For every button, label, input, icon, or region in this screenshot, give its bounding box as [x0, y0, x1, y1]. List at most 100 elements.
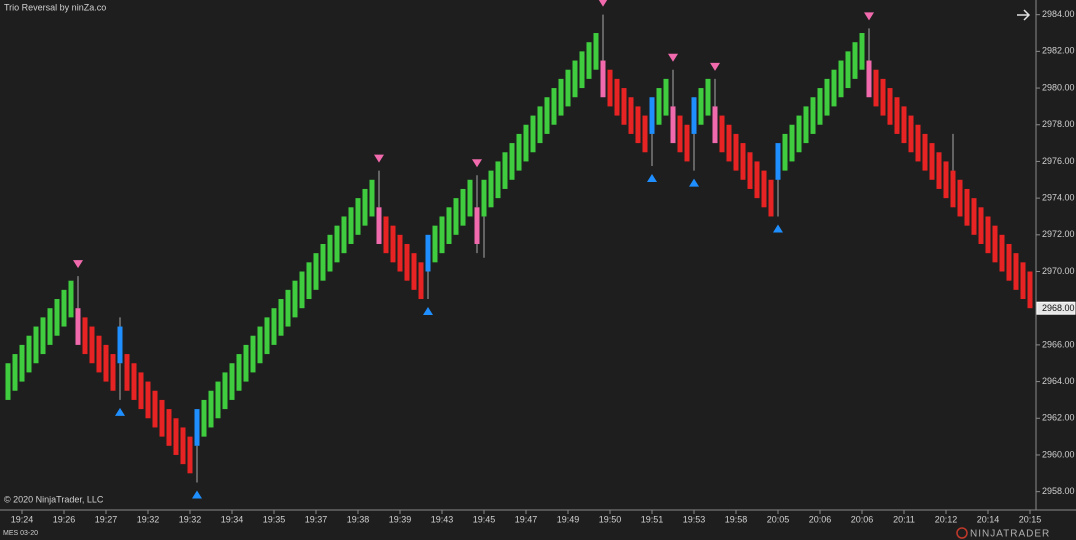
candle-body: [341, 216, 347, 254]
candle-body: [698, 88, 704, 125]
signal-marker: [864, 12, 874, 21]
x-tick-label: 20:14: [977, 514, 1000, 524]
x-tick-label: 20:15: [1019, 514, 1042, 524]
candle-body: [719, 115, 725, 153]
signal-marker: [647, 174, 657, 183]
x-tick-label: 19:53: [683, 514, 706, 524]
candle-body: [516, 133, 522, 171]
navigate-icon[interactable]: [1017, 9, 1031, 21]
candle-body: [663, 78, 669, 116]
candle-body: [201, 399, 207, 437]
candle-body: [96, 335, 102, 373]
candle-body: [404, 243, 410, 281]
x-tick-label: 20:12: [935, 514, 958, 524]
x-tick-label: 19:39: [389, 514, 412, 524]
candle-body: [873, 69, 879, 107]
y-tick-label: 2972.00: [1042, 229, 1075, 239]
candle-body: [229, 363, 235, 400]
y-tick-label: 2982.00: [1042, 46, 1075, 56]
candle-body: [68, 280, 74, 318]
candle-body: [684, 124, 690, 162]
candle-body: [173, 418, 179, 455]
candle-body: [250, 335, 256, 373]
candle-body: [397, 234, 403, 272]
candle-body: [166, 409, 172, 446]
x-tick-label: 20:05: [767, 514, 790, 524]
candle-body: [5, 363, 11, 400]
candle-body: [103, 344, 109, 382]
x-tick-label: 19:24: [11, 514, 34, 524]
candle-body: [159, 399, 165, 437]
signal-marker: [472, 159, 482, 168]
candle-body: [999, 234, 1005, 272]
candle-body: [1020, 262, 1026, 300]
candle-body: [502, 152, 508, 189]
candle-body: [145, 381, 151, 419]
candle-body: [901, 106, 907, 144]
instrument: MES 03-20: [3, 530, 38, 537]
candle-body: [586, 42, 592, 79]
candle-body: [607, 69, 613, 107]
candle-body: [845, 51, 851, 89]
candle-body: [1006, 243, 1012, 281]
candle-body: [628, 97, 634, 134]
candle-body: [565, 69, 571, 107]
candle-body: [572, 60, 578, 98]
y-tick-label: 2964.00: [1042, 376, 1075, 386]
candle-body: [929, 143, 935, 180]
last-price-label: 2968.00: [1042, 303, 1075, 313]
last-price-box: [1036, 301, 1076, 315]
candle-body: [488, 170, 494, 208]
signal-marker: [423, 307, 433, 316]
candle-body: [180, 427, 186, 465]
x-tick-label: 19:43: [431, 514, 454, 524]
candle-body: [649, 97, 655, 134]
candle-body: [75, 308, 81, 345]
candle-body: [194, 409, 200, 446]
candle-body: [278, 299, 284, 336]
candle-body: [257, 326, 263, 364]
y-tick-label: 2976.00: [1042, 156, 1075, 166]
x-tick-label: 19:50: [599, 514, 622, 524]
candle-body: [656, 88, 662, 125]
candle-body: [859, 33, 865, 70]
x-tick-label: 19:32: [137, 514, 160, 524]
y-tick-label: 2962.00: [1042, 413, 1075, 423]
candle-body: [89, 326, 95, 364]
candle-body: [537, 106, 543, 144]
signal-marker: [192, 490, 202, 499]
candle-body: [691, 97, 697, 134]
candle-body: [838, 60, 844, 98]
candle-body: [348, 207, 354, 244]
candle-body: [880, 78, 886, 116]
candle-body: [236, 354, 242, 391]
y-tick-label: 2984.00: [1042, 9, 1075, 19]
x-tick-label: 20:11: [893, 514, 915, 524]
candle-body: [481, 179, 487, 217]
candle-body: [215, 381, 221, 419]
candle-body: [292, 280, 298, 318]
x-tick-label: 19:38: [347, 514, 370, 524]
candle-body: [509, 143, 515, 180]
candle-body: [614, 78, 620, 116]
y-tick-label: 2980.00: [1042, 82, 1075, 92]
candle-body: [362, 188, 368, 226]
candle-body: [124, 354, 130, 391]
signal-marker: [710, 62, 720, 71]
candle-body: [411, 253, 417, 290]
candle-body: [467, 179, 473, 217]
x-tick-label: 19:47: [515, 514, 538, 524]
candle-body: [957, 179, 963, 217]
signal-marker: [598, 0, 608, 7]
signal-marker: [374, 154, 384, 163]
candle-body: [789, 124, 795, 162]
x-tick-label: 20:06: [809, 514, 832, 524]
candle-body: [747, 152, 753, 189]
x-tick-label: 19:35: [263, 514, 286, 524]
signal-marker: [773, 224, 783, 233]
candle-body: [1013, 253, 1019, 290]
x-tick-label: 19:26: [53, 514, 76, 524]
candle-body: [824, 78, 830, 116]
candle-body: [544, 97, 550, 134]
logo: NINJATRADER: [970, 529, 1050, 540]
